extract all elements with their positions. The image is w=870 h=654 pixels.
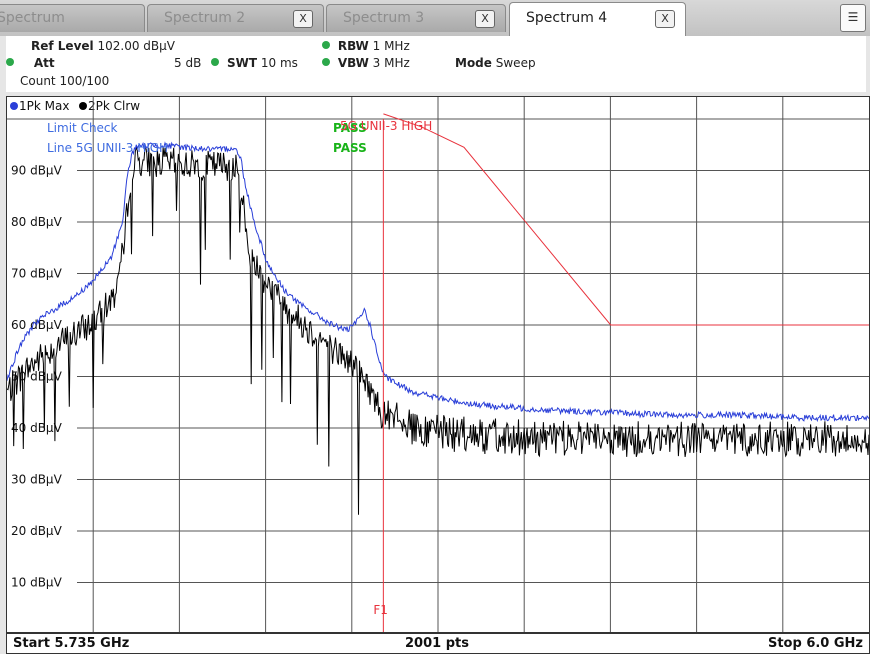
close-icon[interactable]: X — [655, 10, 675, 28]
tab-spectrum-2[interactable]: Spectrum 2 X — [147, 4, 324, 32]
vbw-label: VBW — [337, 56, 369, 70]
limit-check-panel: Limit Check Line 5G UNII-3 HIGH PASS PAS… — [47, 119, 432, 155]
y-tick-label: 70 dBµV — [11, 267, 63, 281]
start-frequency: Start 5.735 GHz — [13, 636, 130, 651]
limit-check-title: Limit Check — [47, 121, 118, 135]
rbw-label: RBW — [337, 39, 369, 53]
swt-value: 10 ms — [260, 56, 298, 70]
limit-line — [383, 113, 869, 326]
limit-check-result: PASS — [333, 121, 367, 135]
status-led-icon — [211, 58, 220, 66]
y-tick-label-bg — [7, 265, 77, 281]
status-led-icon — [322, 58, 330, 66]
trace-2pk-clrw — [6, 145, 870, 515]
y-tick-label-bg — [7, 574, 77, 590]
limit-line-result: PASS — [333, 141, 367, 155]
y-tick-label-bg — [7, 523, 77, 538]
legend: 1Pk Max 2Pk Clrw — [10, 99, 140, 113]
legend-marker-2pk-clrw — [79, 102, 87, 110]
status-led-icon — [322, 41, 330, 49]
tab-spectrum[interactable]: Spectrum — [0, 4, 145, 32]
y-tick-label-bg — [7, 214, 77, 229]
tab-bar: Spectrum Spectrum 2 X Spectrum 3 X Spect… — [0, 0, 870, 36]
ref-level-value: 102.00 dBµV — [97, 39, 175, 53]
stop-frequency: Stop 6.0 GHz — [767, 636, 863, 651]
traces — [6, 141, 870, 515]
grid — [7, 97, 869, 632]
legend-marker-1pk-max — [10, 102, 18, 110]
tab-label: Spectrum 3 — [343, 10, 425, 26]
limit-line-group — [382, 113, 869, 632]
y-tick-label-bg — [7, 420, 77, 435]
y-tick-label: 90 dBµV — [11, 164, 63, 178]
vbw-value: 3 MHz — [372, 56, 410, 70]
rbw-value: 1 MHz — [372, 39, 410, 53]
legend-label-2pk-clrw: 2Pk Clrw — [88, 99, 140, 113]
tab-label: Spectrum 2 — [164, 10, 246, 26]
mode-label: Mode — [455, 56, 492, 70]
y-tick-label: 10 dBµV — [11, 576, 63, 590]
tab-label: Spectrum — [0, 10, 65, 26]
att-value: 5 dB — [174, 56, 202, 70]
y-tick-label-bg — [7, 317, 77, 332]
sweep-count: Count 100/100 — [20, 74, 110, 88]
y-tick-label: 20 dBµV — [11, 524, 63, 538]
y-tick-label-bg — [7, 162, 77, 178]
y-tick-label: 80 dBµV — [11, 215, 63, 229]
settings-panel: Ref Level 102.00 dBµV Att 5 dB SWT 10 ms… — [6, 36, 866, 92]
swt-label: SWT — [226, 56, 258, 70]
window-menu-icon[interactable]: ☰ — [840, 4, 866, 32]
status-led-icon — [6, 58, 14, 66]
y-tick-label: 30 dBµV — [11, 473, 63, 487]
trace-1pk-max — [6, 141, 870, 423]
y-tick-label: 50 dBµV — [11, 370, 63, 384]
limit-check-line-label: Line 5G UNII-3 HIGH — [47, 141, 168, 155]
mode-value: Sweep — [495, 56, 536, 70]
legend-label-1pk-max: 1Pk Max — [19, 99, 69, 113]
tab-spectrum-3[interactable]: Spectrum 3 X — [326, 4, 506, 32]
limit-line-name: 5G UNII-3 HIGH — [340, 119, 432, 133]
ref-level-label: Ref Level — [31, 39, 94, 53]
sweep-footer: Start 5.735 GHz 2001 pts Stop 6.0 GHz — [6, 633, 870, 654]
close-icon[interactable]: X — [293, 10, 313, 28]
spectrum-plot[interactable]: 1Pk Max 2Pk Clrw 90 dBµV 80 dBµV 70 dBµV 60… — [6, 96, 870, 633]
close-icon[interactable]: X — [475, 10, 495, 28]
sweep-points: 2001 pts — [405, 636, 469, 651]
att-label: Att — [33, 56, 55, 70]
y-tick-label-bg — [7, 471, 77, 487]
tab-spectrum-4[interactable]: Spectrum 4 X — [509, 2, 686, 36]
frequency-line-label: F1 — [373, 603, 388, 617]
tab-label: Spectrum 4 — [526, 10, 608, 26]
